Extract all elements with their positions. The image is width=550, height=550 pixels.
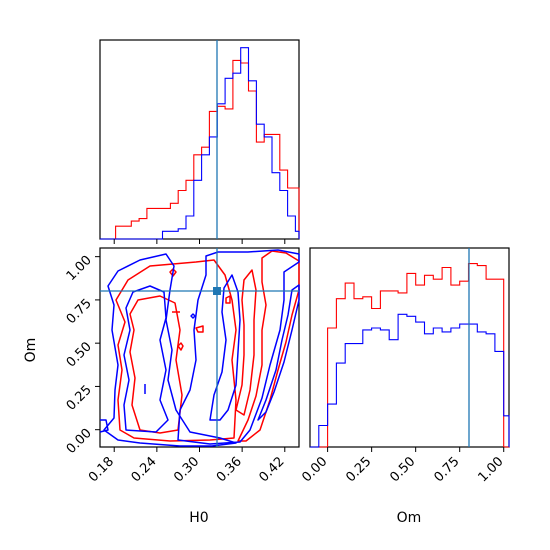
om-xtick-label: 0.00	[299, 454, 330, 485]
hist-blue-series	[310, 313, 510, 448]
contour-red-outer	[115, 259, 237, 442]
contour-red-small-4	[177, 342, 184, 351]
contour-blue-outer	[103, 253, 237, 447]
om-xtick-label: 0.75	[431, 454, 462, 485]
joint-xtick-label: 0.42	[257, 454, 288, 485]
contour-red-right-mid	[235, 269, 257, 416]
joint-xtick-label: 0.30	[171, 454, 202, 485]
joint-panel: 0.18 0.24 0.30 0.36 0.42 0.00 0.25 0.50 0.75 1.0…	[64, 247, 300, 485]
xlabel-om: Om	[397, 510, 422, 526]
contour-blue-right-inner	[209, 274, 241, 421]
joint-ytick-label: 1.00	[64, 253, 95, 284]
h0-marginal-panel	[99, 39, 300, 244]
joint-ytick-label: 0.50	[64, 339, 95, 370]
contour-red-small-3	[195, 325, 204, 333]
contour-blue-right-band	[257, 284, 300, 421]
om-xtick-label: 0.25	[343, 454, 374, 485]
joint-xtick-label: 0.24	[129, 454, 160, 485]
joint-xtick-label: 0.18	[86, 454, 117, 485]
contour-red-right-outer	[237, 250, 300, 442]
hist-blue-series	[100, 47, 300, 240]
joint-xtick-label: 0.36	[214, 454, 245, 485]
h0-marginal-frame	[99, 39, 300, 240]
contour-blue-inner	[123, 285, 169, 433]
ylabel-om: Om	[23, 338, 39, 363]
joint-ytick-label: 0.75	[64, 296, 95, 327]
om-xtick-label: 1.00	[475, 454, 506, 485]
om-xtick-label: 0.50	[387, 454, 418, 485]
joint-truth-marker	[213, 287, 221, 295]
joint-frame	[99, 247, 300, 448]
hist-red-series	[100, 59, 300, 240]
xlabel-h0: H0	[189, 510, 208, 526]
joint-ytick-label: 0.00	[64, 426, 95, 457]
om-marginal-frame	[309, 247, 510, 448]
contour-red-inner	[129, 295, 183, 434]
contour-red-small-2	[225, 295, 231, 304]
om-marginal-panel: 0.00 0.25 0.50 0.75 1.00	[299, 247, 510, 485]
hist-red-series	[310, 263, 509, 448]
contour-blue-small-1	[99, 419, 109, 433]
contour-blue-small-3	[190, 313, 196, 319]
contour-blue-right-outer	[177, 249, 300, 445]
joint-ytick-label: 0.25	[64, 383, 95, 414]
